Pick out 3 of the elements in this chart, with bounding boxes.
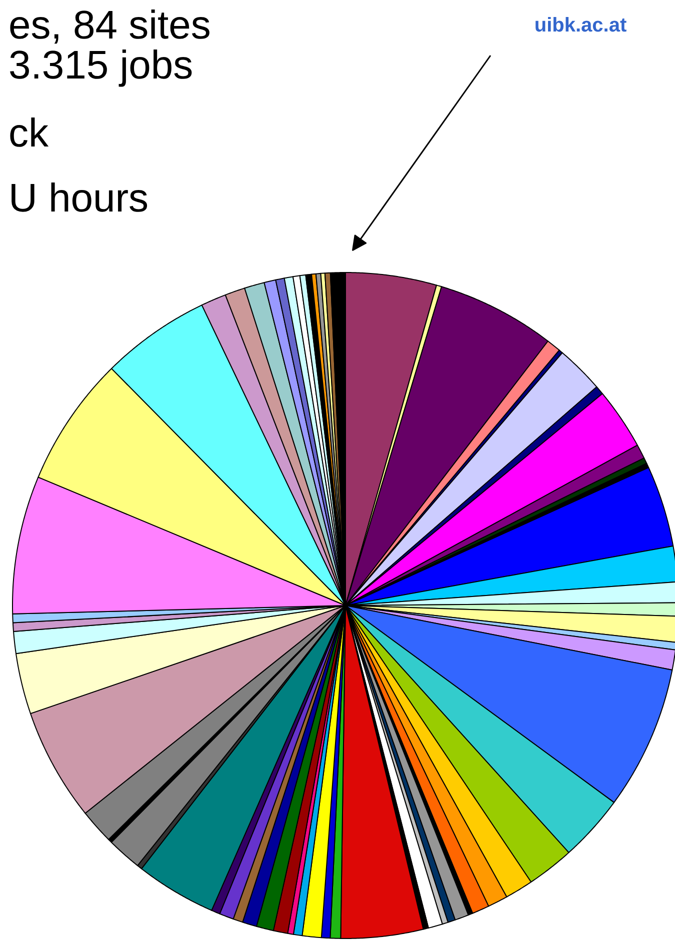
- text: ck: [8, 112, 50, 156]
- text: uibk.ac.at: [534, 14, 627, 36]
- text: U hours: [8, 176, 149, 220]
